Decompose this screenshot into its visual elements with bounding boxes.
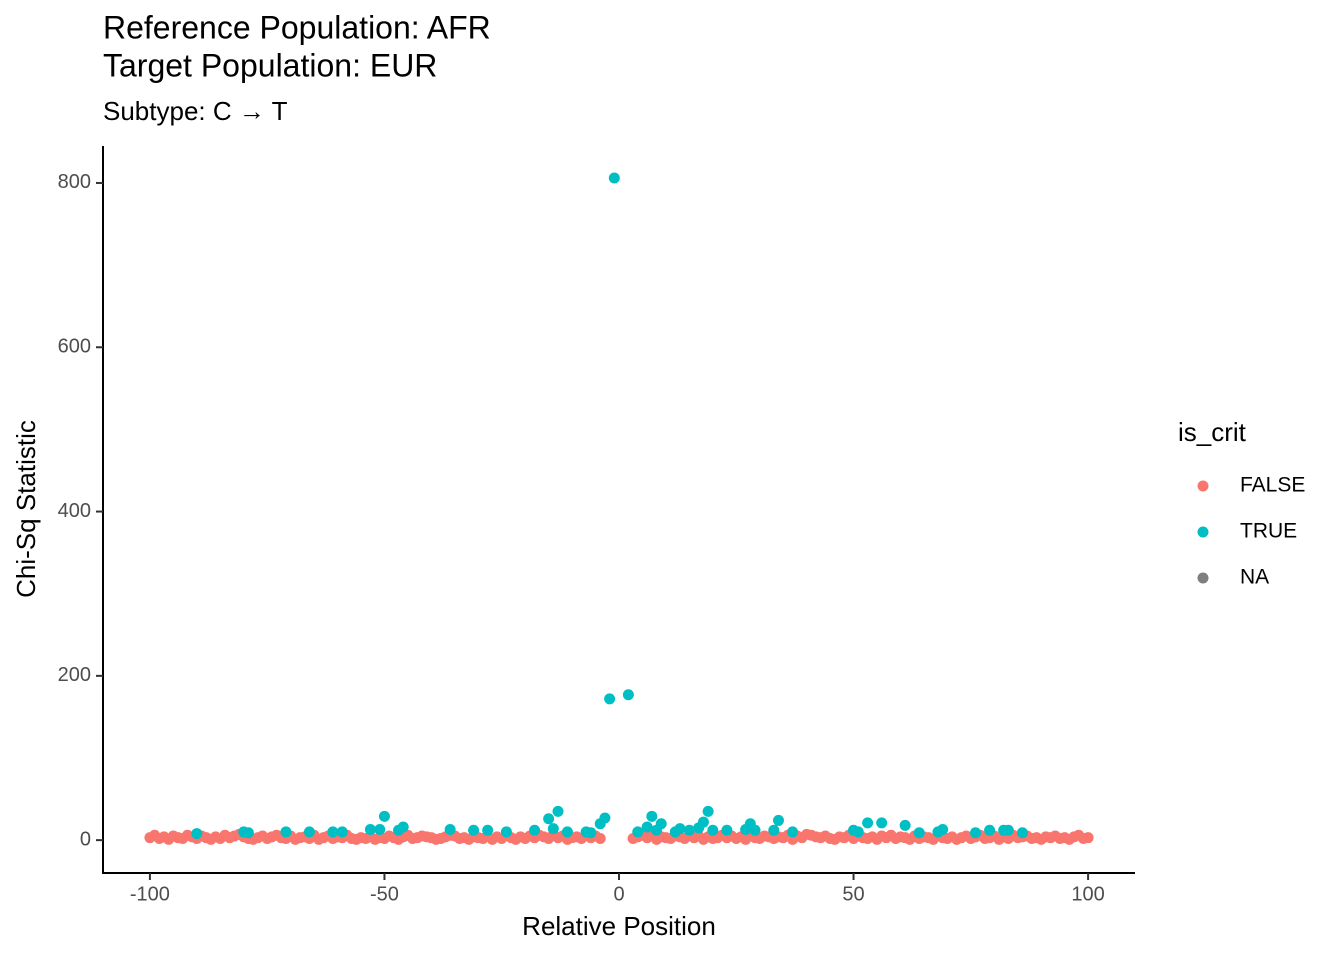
point xyxy=(242,827,254,839)
point xyxy=(397,821,409,833)
y-tick-label: 400 xyxy=(58,500,91,522)
point xyxy=(552,805,564,817)
y-tick-label: 600 xyxy=(58,336,91,358)
point xyxy=(608,172,620,184)
point xyxy=(749,824,761,836)
y-tick-label: 800 xyxy=(58,171,91,193)
point xyxy=(707,824,719,836)
point xyxy=(683,824,695,836)
legend-label: FALSE xyxy=(1240,474,1305,497)
point xyxy=(599,812,611,824)
point xyxy=(444,823,456,835)
x-tick-label: 100 xyxy=(1071,883,1104,905)
point xyxy=(529,824,541,836)
point xyxy=(913,827,925,839)
x-tick-label: -50 xyxy=(370,883,399,905)
point xyxy=(937,823,949,835)
point xyxy=(772,814,784,826)
point xyxy=(594,832,606,844)
point xyxy=(852,826,864,838)
x-tick-label: -100 xyxy=(130,883,170,905)
point xyxy=(655,818,667,830)
point xyxy=(303,826,315,838)
x-tick-label: 0 xyxy=(613,883,624,905)
point xyxy=(327,826,339,838)
y-tick-label: 200 xyxy=(58,664,91,686)
point xyxy=(191,828,203,840)
point xyxy=(674,823,686,835)
point xyxy=(632,826,644,838)
point xyxy=(374,823,386,835)
point xyxy=(876,817,888,829)
point xyxy=(646,810,658,822)
point xyxy=(604,693,616,705)
point xyxy=(500,826,512,838)
legend-title: is_crit xyxy=(1178,417,1247,447)
legend-marker xyxy=(1197,572,1209,584)
x-axis-label: Relative Position xyxy=(522,911,716,941)
point xyxy=(1082,832,1094,844)
legend-marker xyxy=(1197,526,1209,538)
point xyxy=(561,826,573,838)
chart-title: Reference Population: AFR xyxy=(103,9,491,45)
point xyxy=(984,824,996,836)
point xyxy=(543,813,555,825)
point xyxy=(468,824,480,836)
point xyxy=(622,689,634,701)
point xyxy=(970,827,982,839)
legend-label: TRUE xyxy=(1240,520,1297,543)
point xyxy=(280,826,292,838)
chart-title: Target Population: EUR xyxy=(103,47,437,83)
point xyxy=(768,824,780,836)
point xyxy=(702,805,714,817)
point xyxy=(787,826,799,838)
chart-subtitle: Subtype: C → T xyxy=(103,96,288,126)
point xyxy=(336,826,348,838)
point xyxy=(899,819,911,831)
point xyxy=(862,817,874,829)
point xyxy=(364,823,376,835)
y-axis-label: Chi-Sq Statistic xyxy=(11,420,41,598)
point xyxy=(585,827,597,839)
point xyxy=(1016,827,1028,839)
point xyxy=(641,821,653,833)
point xyxy=(1002,824,1014,836)
y-tick-label: 0 xyxy=(80,828,91,850)
legend-marker xyxy=(1197,480,1209,492)
point xyxy=(482,824,494,836)
point xyxy=(547,823,559,835)
point xyxy=(721,824,733,836)
x-tick-label: 50 xyxy=(842,883,864,905)
legend-label: NA xyxy=(1240,566,1269,589)
point xyxy=(378,810,390,822)
point xyxy=(697,816,709,828)
